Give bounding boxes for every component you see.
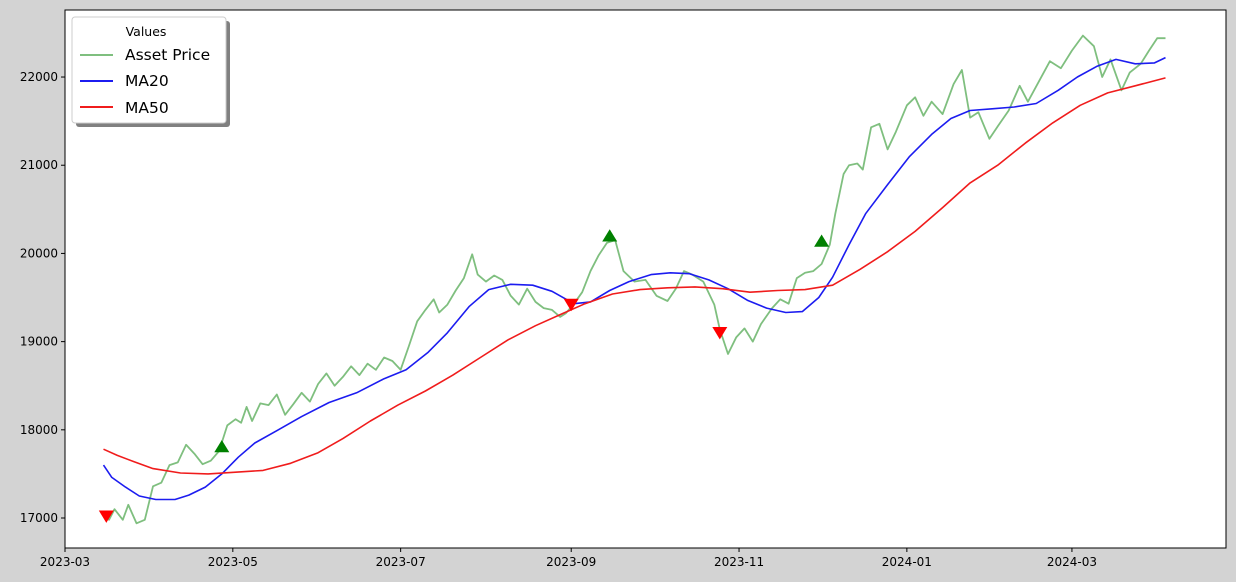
x-tick-label: 2023-11 (714, 555, 764, 569)
y-tick-label: 20000 (20, 246, 58, 260)
plot-area (64, 9, 1227, 549)
legend: Values Asset Price MA20 MA50 (71, 16, 230, 127)
y-tick-label: 21000 (20, 158, 58, 172)
legend-label-ma20: MA20 (125, 72, 169, 90)
x-tick-label: 2024-03 (1047, 555, 1097, 569)
x-tick-label: 2023-05 (208, 555, 258, 569)
sell-signal-marker (563, 298, 579, 312)
x-tick-label: 2023-07 (376, 555, 426, 569)
x-tick-label: 2024-01 (882, 555, 932, 569)
y-tick-label: 19000 (20, 335, 58, 349)
buy-signal-marker (602, 229, 618, 242)
legend-label-asset-price: Asset Price (125, 46, 210, 64)
y-axis: 17000 18000 19000 20000 21000 22000 (20, 70, 65, 525)
y-tick-label: 22000 (20, 70, 58, 84)
x-tick-label: 2023-09 (546, 555, 596, 569)
sell-signal-marker (712, 327, 728, 340)
x-axis: 2023-03 2023-05 2023-07 2023-09 2023-11 2024-… (40, 548, 1097, 569)
legend-box (71, 16, 227, 124)
legend-label-ma50: MA50 (125, 99, 169, 117)
sell-signal-marker (98, 510, 114, 523)
series-layer (102, 34, 1166, 525)
x-tick-label: 2023-03 (40, 555, 90, 569)
series-line-asset-price (102, 34, 1166, 525)
series-line-ma20 (102, 56, 1166, 501)
signal-markers (98, 229, 830, 523)
legend-title: Values (126, 24, 167, 39)
buy-signal-marker (814, 234, 830, 247)
y-tick-label: 17000 (20, 511, 58, 525)
y-tick-label: 18000 (20, 423, 58, 437)
series-line-ma50 (103, 77, 1166, 475)
buy-signal-marker (214, 440, 230, 453)
